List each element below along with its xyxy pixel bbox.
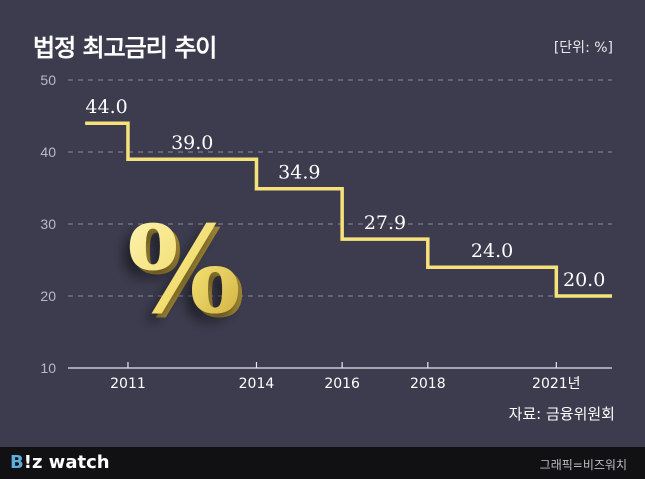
x-tick-label: 2016 [324, 376, 360, 392]
y-tick-label: 50 [40, 72, 56, 88]
x-tick-label: 2011 [110, 376, 146, 392]
brand-logo-prefix: B [10, 452, 24, 473]
y-tick-label: 30 [40, 216, 56, 232]
y-tick-label: 20 [40, 288, 56, 304]
graphic-credit: 그래픽=비즈워치 [539, 458, 627, 472]
data-label: 24.0 [471, 240, 513, 262]
source-note: 자료: 금융위원회 [508, 405, 615, 423]
brand-logo-rest: !z watch [23, 452, 110, 473]
unit-label: [단위: %] [553, 40, 613, 56]
y-tick-label: 10 [40, 360, 56, 376]
percent-symbol-graphic: % [127, 200, 241, 341]
data-label: 44.0 [85, 96, 127, 118]
data-label: 39.0 [171, 132, 213, 154]
data-label: 34.9 [278, 162, 320, 184]
x-tick-label: 2018 [410, 376, 446, 392]
series-line [85, 121, 612, 298]
brand-logo[interactable]: B!z watch [10, 452, 110, 473]
percent-symbol-depth: % [131, 204, 245, 345]
chart-title: 법정 최고금리 추이 [33, 34, 217, 62]
footer-bar: B!z watch 그래픽=비즈워치 [0, 447, 645, 479]
data-label: 27.9 [364, 212, 406, 234]
data-label: 20.0 [563, 269, 605, 291]
y-tick-label: 40 [40, 144, 56, 160]
x-tick-label: 2014 [239, 376, 275, 392]
x-tick-label: 2021년 [532, 376, 581, 392]
